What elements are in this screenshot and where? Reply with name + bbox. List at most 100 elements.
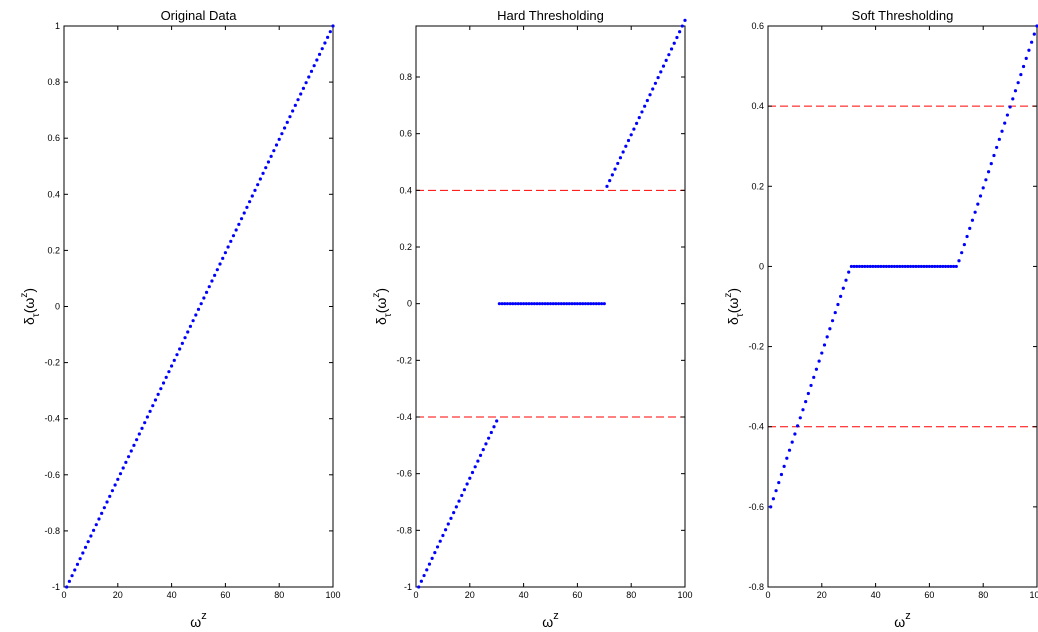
x-tick-label: 0 <box>61 590 66 600</box>
data-point <box>270 155 273 158</box>
data-point <box>70 574 73 577</box>
data-point <box>654 82 657 85</box>
data-point <box>253 189 256 192</box>
data-point <box>651 87 654 90</box>
data-point <box>170 364 173 367</box>
data-point <box>208 285 211 288</box>
data-point <box>229 240 232 243</box>
data-point <box>630 133 633 136</box>
y-tick-label: 0.2 <box>751 181 764 191</box>
x-tick-label: 60 <box>924 590 934 600</box>
series-points <box>417 19 687 589</box>
x-tick-label: 100 <box>325 590 340 600</box>
y-tick-label: 1 <box>55 21 60 31</box>
data-point <box>675 36 678 39</box>
data-point <box>646 99 649 102</box>
x-tick-label: 60 <box>220 590 230 600</box>
data-point <box>278 138 281 141</box>
x-tick-label: 60 <box>572 590 582 600</box>
data-point <box>780 473 783 476</box>
data-point <box>807 392 810 395</box>
data-point <box>202 296 205 299</box>
data-point <box>286 121 289 124</box>
data-point <box>799 416 802 419</box>
data-point <box>275 143 278 146</box>
data-point <box>468 477 471 480</box>
data-point <box>296 98 299 101</box>
data-point <box>299 92 302 95</box>
data-point <box>92 529 95 532</box>
data-point <box>436 545 439 548</box>
data-point <box>1033 32 1036 35</box>
data-point <box>624 145 627 148</box>
y-tick-label: -0.8 <box>396 525 412 535</box>
data-point <box>100 512 103 515</box>
data-point <box>232 234 235 237</box>
data-point <box>992 154 995 157</box>
data-point <box>834 311 837 314</box>
data-point <box>457 500 460 503</box>
data-point <box>323 41 326 44</box>
data-point <box>272 149 275 152</box>
data-point <box>84 546 87 549</box>
data-point <box>455 505 458 508</box>
data-point <box>122 466 125 469</box>
y-axis-label: δτ(ωz) <box>19 288 42 325</box>
data-point <box>329 30 332 33</box>
data-point <box>791 440 794 443</box>
data-point <box>221 257 224 260</box>
data-point <box>119 472 122 475</box>
data-point <box>487 437 490 440</box>
data-point <box>608 179 611 182</box>
data-point <box>68 580 71 583</box>
y-tick-label: -0.2 <box>748 342 764 352</box>
data-point <box>772 497 775 500</box>
data-point <box>632 127 635 130</box>
data-point <box>95 523 98 526</box>
data-point <box>619 156 622 159</box>
data-point <box>818 360 821 363</box>
data-point <box>251 194 254 197</box>
data-point <box>492 425 495 428</box>
data-point <box>998 138 1001 141</box>
data-point <box>463 488 466 491</box>
data-point <box>167 370 170 373</box>
data-point <box>627 139 630 142</box>
data-point <box>151 404 154 407</box>
y-axis-label: δτ(ωz) <box>371 288 394 325</box>
data-point <box>439 540 442 543</box>
x-axis-label: ωz <box>190 610 206 630</box>
y-tick-label: 0 <box>407 299 412 309</box>
data-point <box>81 551 84 554</box>
data-point <box>643 105 646 108</box>
data-point <box>495 419 498 422</box>
data-point <box>826 335 829 338</box>
x-tick-label: 40 <box>519 590 529 600</box>
data-point <box>291 109 294 112</box>
data-point <box>310 70 313 73</box>
data-point <box>823 343 826 346</box>
data-point <box>995 146 998 149</box>
data-point <box>979 194 982 197</box>
y-tick-label: 0.8 <box>47 77 60 87</box>
x-axis-label: ωz <box>894 610 910 630</box>
data-point <box>216 268 219 271</box>
data-point <box>613 168 616 171</box>
y-tick-label: -1 <box>52 582 60 592</box>
data-point <box>1027 49 1030 52</box>
data-point <box>1022 65 1025 68</box>
x-tick-label: 80 <box>274 590 284 600</box>
data-point <box>288 115 291 118</box>
data-point <box>447 522 450 525</box>
x-tick-label: 80 <box>626 590 636 600</box>
data-point <box>1009 105 1012 108</box>
data-point <box>89 534 92 537</box>
y-tick-label: 0.6 <box>399 129 412 139</box>
data-point <box>130 449 133 452</box>
data-point <box>224 251 227 254</box>
data-point <box>111 489 114 492</box>
data-point <box>479 454 482 457</box>
series-points <box>65 24 335 588</box>
data-point <box>173 359 176 362</box>
data-point <box>603 302 606 305</box>
